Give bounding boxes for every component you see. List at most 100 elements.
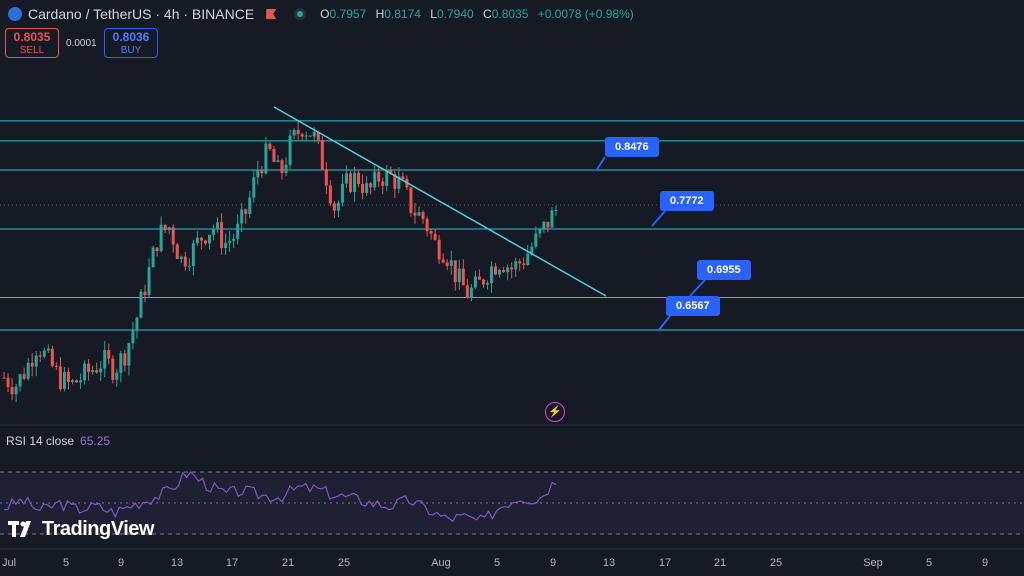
sell-button[interactable]: 0.8035 SELL <box>5 28 59 58</box>
sell-price: 0.8035 <box>13 30 51 44</box>
candle-body <box>417 211 421 216</box>
candle-body <box>365 183 369 194</box>
time-axis-label: 13 <box>602 557 616 569</box>
tradingview-logo-text: TradingView <box>42 518 154 540</box>
candle-body <box>332 203 336 211</box>
time-axis-label: 9 <box>549 557 557 569</box>
candle-body <box>389 170 393 174</box>
candle-body <box>469 287 473 299</box>
candle-body <box>393 173 397 189</box>
price-callout-1[interactable]: 0.8476 <box>605 137 659 157</box>
callout-pointer <box>689 279 706 297</box>
lightning-icon[interactable]: ⚡ <box>545 402 565 422</box>
candle-body <box>195 237 199 244</box>
candle-body <box>111 358 115 380</box>
candle-body <box>429 231 433 234</box>
candle-body <box>522 263 526 265</box>
candle-body <box>87 363 91 373</box>
candle-body <box>288 135 292 165</box>
candle-body <box>292 129 296 136</box>
candle-body <box>75 380 79 383</box>
candle-body <box>494 266 498 275</box>
candle-body <box>510 267 514 270</box>
candle-body <box>135 317 139 331</box>
tradingview-logo-icon <box>8 520 31 537</box>
candle-body <box>244 209 248 214</box>
candle-body <box>131 330 135 344</box>
candle-body <box>252 177 256 198</box>
candle-body <box>542 221 546 229</box>
candle-body <box>546 221 550 228</box>
time-axis-label: 5 <box>493 557 501 569</box>
candle-body <box>518 261 522 264</box>
trendline[interactable] <box>273 106 607 297</box>
flag-icon[interactable] <box>266 9 277 19</box>
sell-label: SELL <box>19 45 45 56</box>
candle-body <box>357 172 361 184</box>
price-callout-2[interactable]: 0.7772 <box>660 191 714 211</box>
candle-body <box>91 370 95 373</box>
tradingview-logo[interactable]: TradingView <box>8 518 154 541</box>
callout-pointer <box>595 156 606 172</box>
candle-body <box>514 261 518 270</box>
candle-body <box>179 256 183 260</box>
candle-body <box>409 187 413 213</box>
candle-body <box>349 173 353 192</box>
price-callout-3[interactable]: 0.6955 <box>697 260 751 280</box>
time-axis-label: Aug <box>431 557 451 569</box>
candle-body <box>6 377 10 388</box>
candle-body <box>530 246 534 254</box>
candle-body <box>54 365 58 367</box>
candle-body <box>381 181 385 186</box>
candle-body <box>228 240 232 243</box>
ohlc-values: O0.7957 H0.8174 L0.7940 C0.8035 +0.0078 … <box>320 7 640 21</box>
candle-body <box>413 212 417 216</box>
candle-body <box>34 355 38 367</box>
rsi-legend[interactable]: RSI 14 close 65.25 <box>6 434 110 448</box>
symbol-title[interactable]: Cardano / TetherUS · 4h · BINANCE <box>28 6 255 22</box>
candle-body <box>203 240 207 244</box>
candle-body <box>437 239 441 260</box>
candle-body <box>296 129 300 135</box>
candle-body <box>328 185 332 204</box>
candle-body <box>377 171 381 182</box>
candle-body <box>38 355 42 357</box>
candle-body <box>147 267 151 296</box>
buy-button[interactable]: 0.8036 BUY <box>104 28 158 58</box>
candle-body <box>473 276 477 288</box>
candle-body <box>276 160 280 162</box>
symbol-header: Cardano / TetherUS · 4h · BINANCE O0.795… <box>0 0 1024 28</box>
candle-body <box>498 270 502 275</box>
rsi-label-text: RSI 14 close <box>6 434 75 448</box>
candle-body <box>421 211 425 219</box>
open-value: 0.7957 <box>329 7 367 21</box>
candle-body <box>344 173 348 184</box>
time-axis-label: 21 <box>713 557 727 569</box>
candle-body <box>70 380 74 382</box>
change-value: +0.0078 (+0.98%) <box>537 7 634 21</box>
candle-body <box>300 134 304 137</box>
candle-body <box>22 374 26 379</box>
candle-body <box>433 233 437 240</box>
candle-body <box>119 353 123 373</box>
low-value: 0.7940 <box>436 7 474 21</box>
time-axis-label: 21 <box>281 557 295 569</box>
cardano-icon <box>8 7 22 21</box>
candle-body <box>248 197 252 214</box>
candle-body <box>62 371 66 390</box>
market-status-icon[interactable] <box>294 8 307 20</box>
candle-body <box>187 265 191 267</box>
price-callout-4[interactable]: 0.6567 <box>666 296 720 316</box>
close-value: 0.8035 <box>491 7 529 21</box>
candle-body <box>46 348 50 351</box>
candle-body <box>139 291 143 318</box>
candle-body <box>304 135 308 137</box>
candle-body <box>506 267 510 273</box>
candle-body <box>477 276 481 280</box>
candle-body <box>95 370 99 373</box>
low-label: L <box>430 7 437 21</box>
candle-body <box>224 242 228 249</box>
candle-body <box>26 362 30 379</box>
